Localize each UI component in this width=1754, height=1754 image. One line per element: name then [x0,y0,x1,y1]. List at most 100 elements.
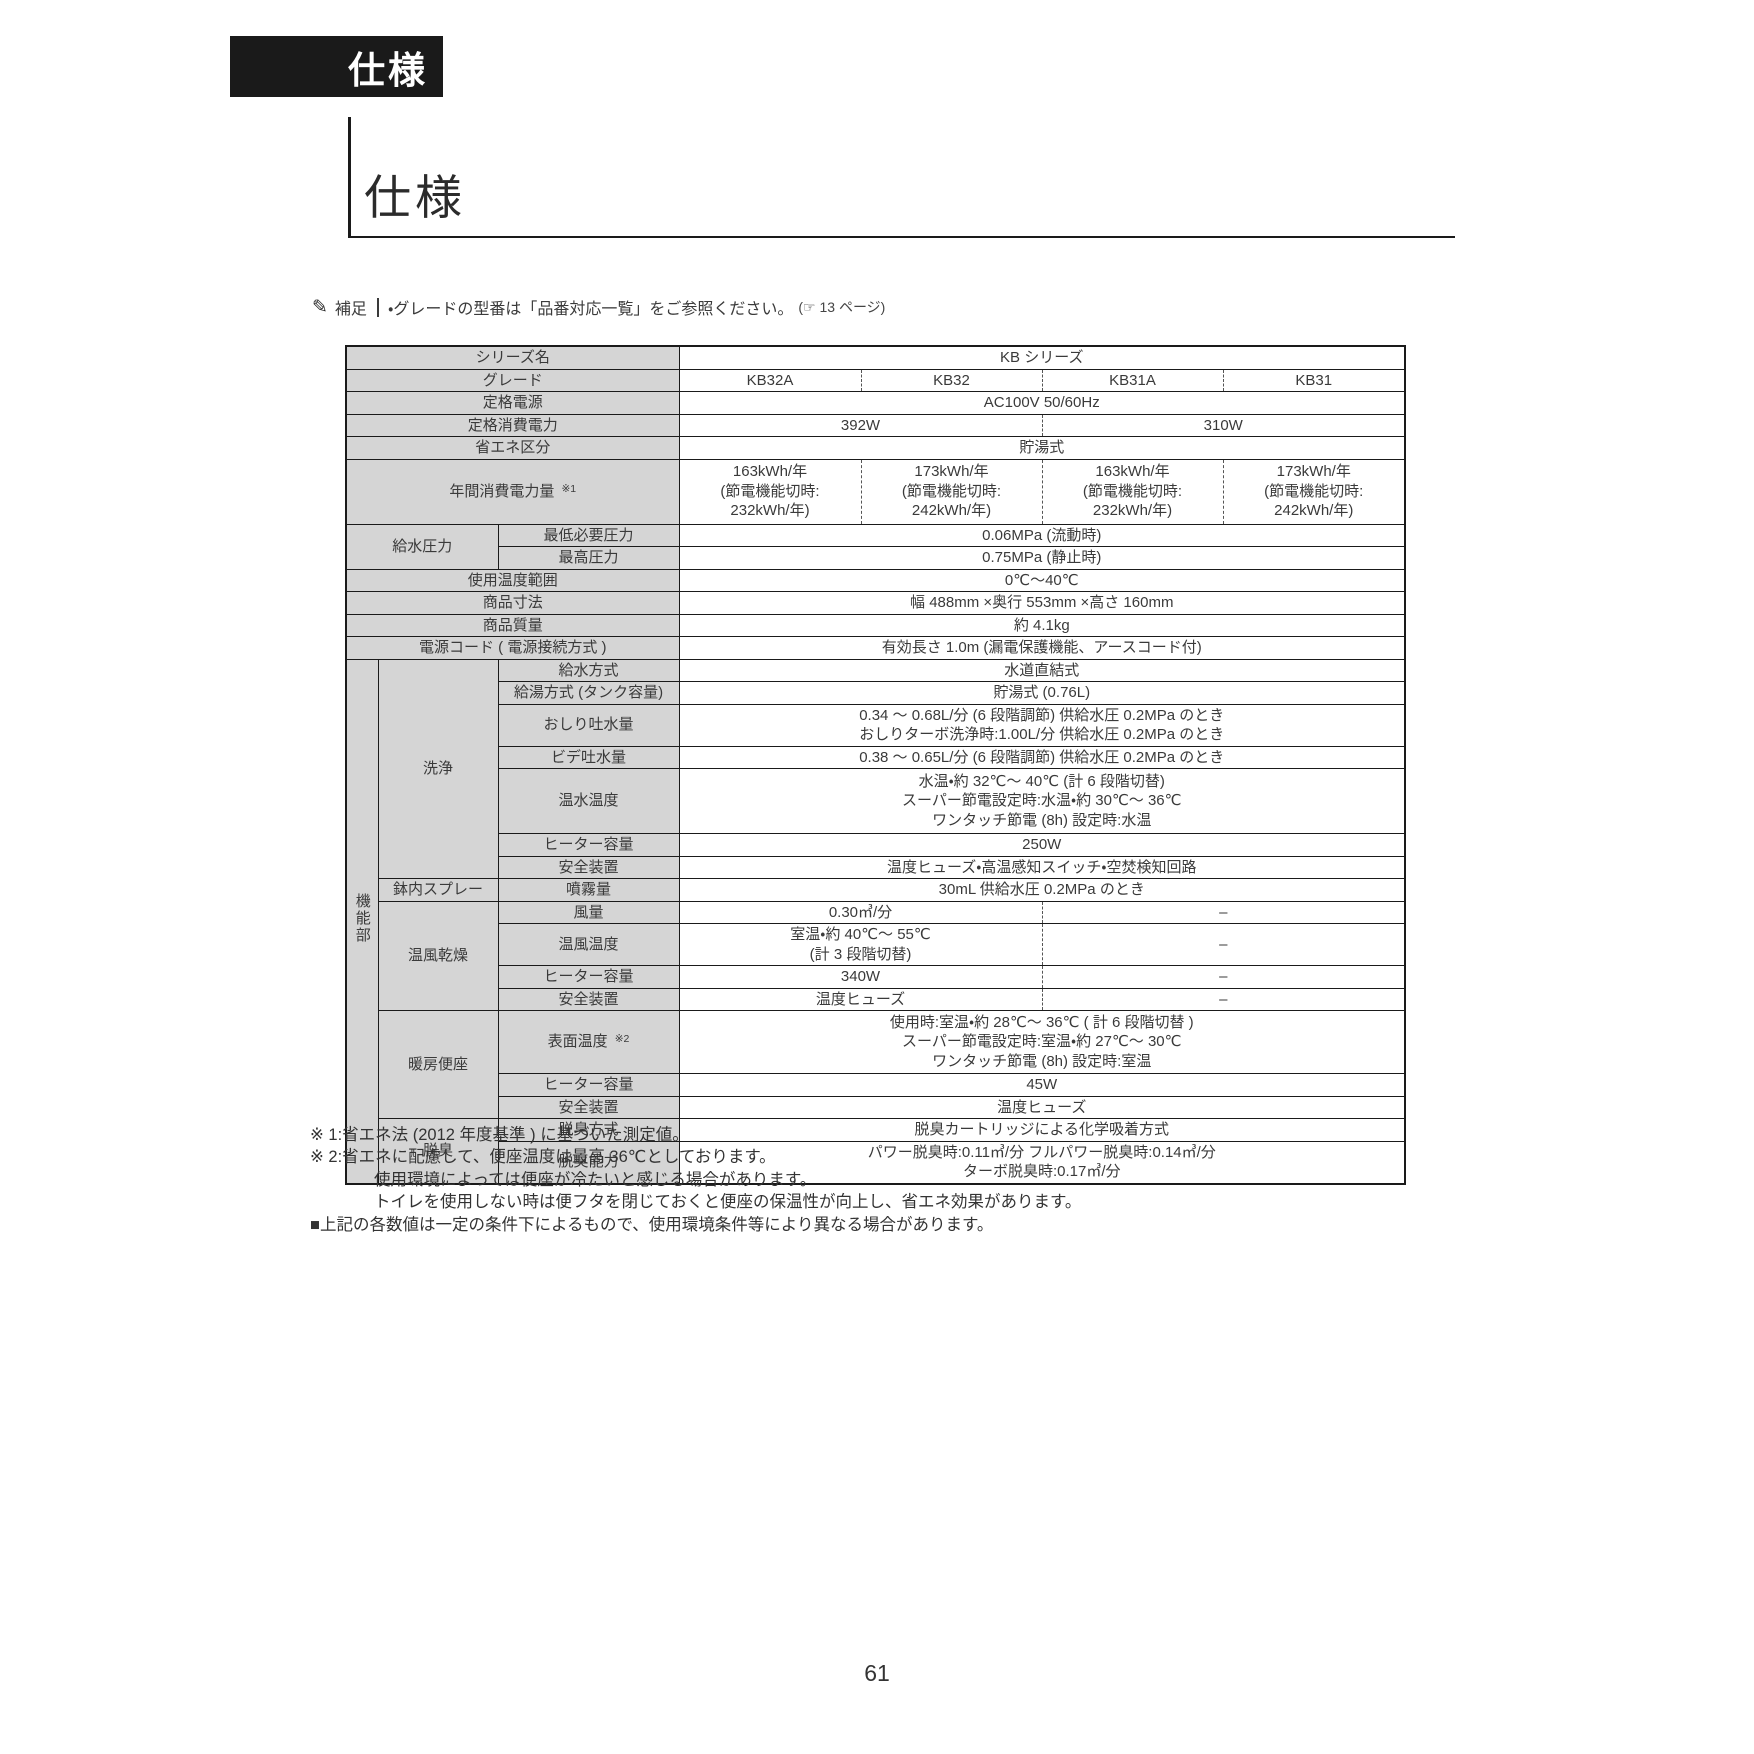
supplement-note: ✎ 補足 ・グレードの型番は「品番対応一覧」をご参照ください。 (☞ 13 ペー… [312,296,886,319]
water-supply-value: 水道直結式 [678,658,1405,682]
energy-class-label: 省エネ区分 [345,436,679,459]
surface-temp-value: 使用時:室温・約 28℃〜 36℃ ( 計 6 段階切替 ) スーパー節電設定時… [678,1010,1405,1074]
grade-kb31: KB31 [1222,368,1405,392]
row-dimensions: 商品寸法 幅 488mm ×奥行 553mm ×高さ 160mm [345,591,1405,614]
row-deo-capacity: 脱臭能力 パワー脱臭時:0.11㎥/分 フルパワー脱臭時:0.14㎥/分 ターボ… [346,1140,1405,1184]
dryer-safety-label: 安全装置 [497,987,679,1011]
note-page-ref: (☞ 13 ページ) [798,299,886,315]
water-pressure-max-label: 最高圧力 [497,546,679,569]
row-temp-range: 使用温度範囲 0℃〜40℃ [345,568,1405,592]
row-dryer-temp: 温風温度 室温・約 40℃〜 55℃ (計 3 段階切替) – [346,923,1405,966]
footnote-general: ■上記の各数値は一定の条件下によるもので、使用環境条件等により異なる場合がありま… [310,1215,994,1234]
bidet-flow-value: 0.38 〜 0.65L/分 (6 段階調節) 供給水圧 0.2MPa のとき [678,745,1405,769]
function-section-label-text: 機能部 [353,892,371,944]
row-oshiri-flow: おしり吐水量 0.34 〜 0.68L/分 (6 段階調節) 供給水圧 0.2M… [346,703,1405,746]
note-text: ・グレードの型番は「品番対応一覧」をご参照ください。 [387,301,794,318]
weight-label: 商品質量 [345,613,679,637]
note-label: 補足 [334,301,367,318]
hot-water-value: 貯湯式 (0.76L) [678,681,1405,704]
surface-temp-label-text: 表面温度 [547,1033,608,1051]
rated-consumption-right: 310W [1041,413,1405,437]
annual-kb32: 173kWh/年 (節電機能切時: 242kWh/年) [860,458,1042,524]
row-dryer-heater: ヒーター容量 340W – [346,965,1405,988]
pencil-icon: ✎ [312,296,328,318]
seat-heater-label: ヒーター容量 [497,1073,679,1096]
annual-kb31a: 163kWh/年 (節電機能切時: 232kWh/年) [1041,458,1223,524]
row-washing-heater: ヒーター容量 250W [346,833,1405,856]
grade-kb32a: KB32A [678,368,861,392]
dimensions-value: 幅 488mm ×奥行 553mm ×高さ 160mm [678,591,1405,614]
dryer-heater-left: 340W [678,965,1042,988]
deo-capacity-label: 脱臭能力 [497,1140,679,1184]
dryer-heater-right: – [1041,965,1405,988]
weight-value: 約 4.1kg [678,613,1405,637]
title-block: 仕様 [348,117,1455,238]
row-water-pressure-max: 最高圧力 0.75MPa (静止時) [346,546,1405,569]
dryer-group-label: 温風乾燥 [377,900,498,1011]
row-rated-power: 定格電源 AC100V 50/60Hz [345,391,1405,414]
footnote-mark-2: ※2 [614,1033,630,1046]
bidet-flow-label: ビデ吐水量 [497,745,679,769]
surface-temp-label: 表面温度 ※2 [497,1010,679,1074]
dryer-temp-label: 温風温度 [497,923,679,966]
oshiri-flow-label: おしり吐水量 [497,703,679,746]
footnote-2b: トイレを使用しない時は便フタを閉じておくと便座の保温性が向上し、省エネ効果があり… [374,1193,1082,1212]
power-cord-value: 有効長さ 1.0m (漏電保護機能、アースコード付) [678,636,1405,659]
dryer-airflow-left: 0.30㎥/分 [678,900,1042,924]
row-water-pressure-min: 給水圧力 最低必要圧力 0.06MPa (流動時) [345,523,1405,569]
washing-safety-label: 安全装置 [497,855,679,879]
row-washing-safety: 安全装置 温度ヒューズ・高温感知スイッチ・空焚検知回路 [346,855,1405,879]
dryer-safety-right: – [1041,987,1405,1011]
annual-consumption-label-text: 年間消費電力量 [449,482,555,500]
seat-safety-value: 温度ヒューズ [678,1095,1405,1119]
seat-safety-label: 安全装置 [497,1095,679,1119]
footnote-1: ※ 1:省エネ法 (2012 年度基準 ) に基づいた測定値。 [310,1126,689,1144]
power-cord-label: 電源コード ( 電源接続方式 ) [345,636,679,659]
row-power-cord: 電源コード ( 電源接続方式 ) 有効長さ 1.0m (漏電保護機能、アースコー… [345,636,1405,659]
dryer-temp-right: – [1041,923,1405,966]
rated-power-label: 定格電源 [345,391,679,414]
grade-kb31a: KB31A [1041,368,1223,392]
row-grade: グレード KB32A KB32 KB31A KB31 [345,368,1405,392]
row-dryer-safety: 安全装置 温度ヒューズ – [346,987,1405,1011]
spec-table: シリーズ名 KB シリーズ グレード KB32A KB32 KB31A KB31… [345,345,1406,1185]
row-dryer-airflow: 温風乾燥 風量 0.30㎥/分 – [346,900,1405,1011]
grade-label: グレード [345,368,679,392]
annual-kb32a: 163kWh/年 (節電機能切時: 232kWh/年) [678,458,861,524]
row-energy-class: 省エネ区分 貯湯式 [345,436,1405,459]
washing-heater-value: 250W [678,833,1405,856]
footnote-mark-1: ※1 [561,482,577,495]
section-tab: 仕様 [230,36,443,97]
dryer-heater-label: ヒーター容量 [497,965,679,988]
water-pressure-group-label: 給水圧力 [345,523,498,569]
water-supply-label: 給水方式 [497,658,679,682]
dryer-airflow-label: 風量 [497,900,679,924]
row-deo-method: 脱臭 脱臭方式 脱臭カートリッジによる化学吸着方式 [346,1118,1405,1184]
bowl-spray-group-label: 鉢内スプレー [377,878,498,901]
annual-kb31: 173kWh/年 (節電機能切時: 242kWh/年) [1222,458,1405,524]
annual-consumption-label: 年間消費電力量 ※1 [345,458,679,524]
function-section-label: 機能部 [345,658,378,1184]
washing-group-label: 洗浄 [377,658,498,879]
row-seat-safety: 安全装置 温度ヒューズ [346,1095,1405,1119]
dryer-airflow-right: – [1041,900,1405,924]
water-pressure-min-value: 0.06MPa (流動時) [678,523,1405,547]
rated-power-value: AC100V 50/60Hz [678,391,1405,414]
series-value: KB シリーズ [678,345,1405,369]
row-weight: 商品質量 約 4.1kg [345,613,1405,637]
rated-consumption-left: 392W [678,413,1042,437]
rated-consumption-label: 定格消費電力 [345,413,679,437]
row-water-temp: 温水温度 水温・約 32℃〜 40℃ (計 6 段階切替) スーパー節電設定時:… [346,768,1405,834]
washing-heater-label: ヒーター容量 [497,833,679,856]
dryer-temp-left: 室温・約 40℃〜 55℃ (計 3 段階切替) [678,923,1042,966]
footnote-2: ※ 2:省エネに配慮して、便座温度は最高 36℃としております。 [310,1148,776,1167]
spray-amount-label: 噴霧量 [497,878,679,901]
row-series: シリーズ名 KB シリーズ [345,345,1405,369]
row-rated-consumption: 定格消費電力 392W 310W [345,413,1405,437]
row-bidet-flow: ビデ吐水量 0.38 〜 0.65L/分 (6 段階調節) 供給水圧 0.2MP… [346,745,1405,769]
note-divider [376,297,379,317]
hot-water-label: 給湯方式 (タンク容量) [497,681,679,704]
deodorizer-group-label: 脱臭 [377,1118,498,1184]
grade-kb32: KB32 [860,368,1042,392]
water-temp-label: 温水温度 [497,768,679,834]
